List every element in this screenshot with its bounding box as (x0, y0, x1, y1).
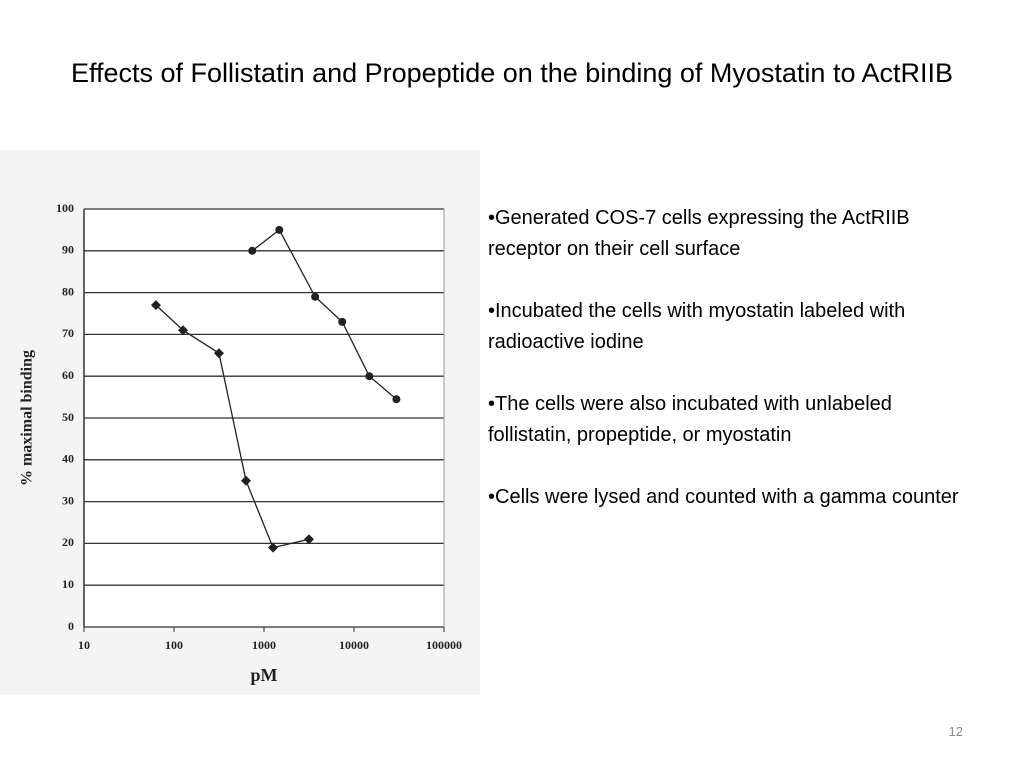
y-tick-label: 60 (62, 368, 74, 382)
marker (213, 348, 224, 359)
marker (268, 542, 279, 553)
slide-title: Effects of Follistatin and Propeptide on… (70, 58, 953, 88)
marker (311, 292, 320, 301)
y-tick-label: 30 (62, 493, 74, 507)
page-number: 12 (948, 724, 963, 739)
bullet: •The cells were also incubated with unla… (488, 393, 892, 446)
marker (303, 534, 314, 545)
y-tick-label: 0 (68, 619, 74, 633)
bullet-list: •Generated COS-7 cells expressing the Ac… (488, 203, 963, 544)
y-tick-label: 20 (62, 535, 74, 549)
y-tick-label: 40 (62, 452, 74, 466)
marker (178, 325, 189, 336)
marker (338, 317, 347, 326)
chart: pM % maximal binding 0 10 20 30 40 50 60 70 80 90… (0, 150, 480, 695)
marker (241, 475, 252, 486)
y-tick-label: 80 (62, 284, 74, 298)
marker (150, 300, 161, 311)
marker (275, 225, 284, 234)
x-tick-label: 100 (165, 638, 183, 652)
bullet: •Incubated the cells with myostatin labe… (488, 300, 906, 353)
series-line (251, 228, 397, 400)
y-tick-label: 70 (62, 326, 74, 340)
x-tick-label: 100000 (426, 638, 462, 652)
marker (248, 246, 257, 255)
x-tick-label: 1000 (252, 638, 276, 652)
bullet: •Generated COS-7 cells expressing the Ac… (488, 207, 910, 260)
marker (392, 395, 401, 404)
y-axis-label: % maximal binding (19, 350, 36, 486)
x-axis-label: pM (251, 665, 278, 685)
x-tick-label: 10000 (339, 638, 369, 652)
series-line (155, 304, 310, 549)
marker (365, 372, 374, 381)
bullet: •Cells were lysed and counted with a gam… (488, 486, 959, 508)
x-tick-label: 10 (78, 638, 90, 652)
y-tick-label: 10 (62, 577, 74, 591)
y-tick-label: 90 (62, 243, 74, 257)
y-tick-label: 50 (62, 410, 74, 424)
y-tick-label: 100 (56, 201, 74, 215)
